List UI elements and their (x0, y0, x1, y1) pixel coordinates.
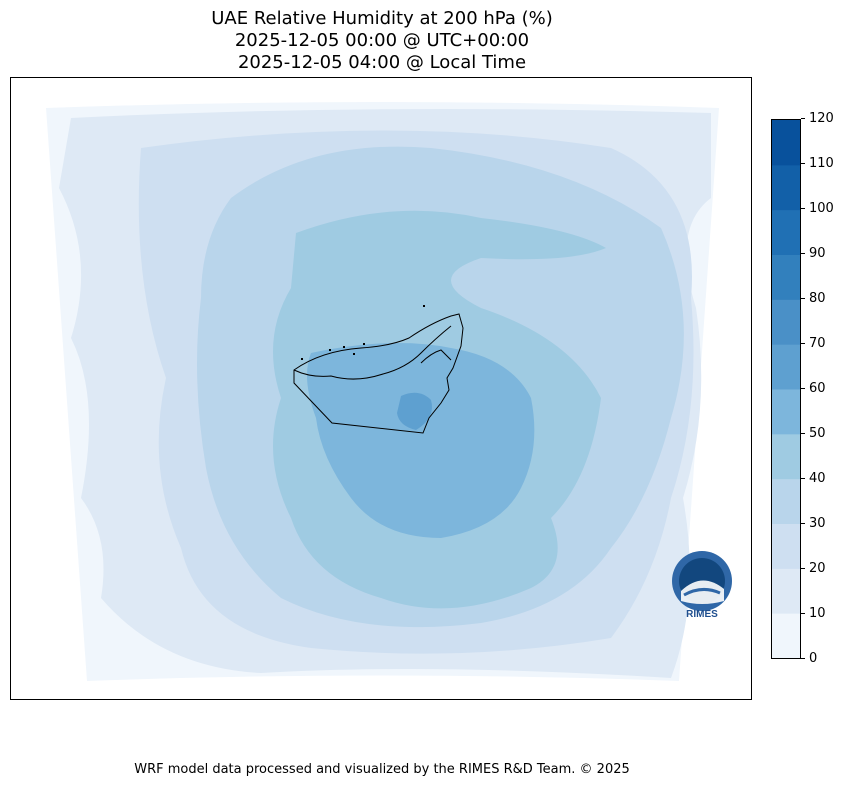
colorbar-tick-mark (801, 253, 805, 254)
colorbar-segment (772, 344, 800, 390)
colorbar-segment (772, 254, 800, 300)
colorbar-tick-mark (801, 298, 805, 299)
colorbar-segment (772, 299, 800, 345)
colorbar-segment (772, 568, 800, 614)
map-title: UAE Relative Humidity at 200 hPa (%) (211, 8, 553, 29)
rh-band-50-60 (307, 343, 535, 538)
colorbar-tick-mark (801, 658, 805, 659)
colorbar-tick-label: 110 (809, 156, 834, 171)
colorbar-tick: 80 (801, 292, 841, 306)
colorbar-tick: 100 (801, 202, 841, 216)
colorbar-segment (772, 120, 800, 166)
colorbar-tick-label: 120 (809, 111, 834, 126)
local-time-subtitle: 2025-12-05 04:00 @ Local Time (237, 52, 527, 73)
colorbar-tick-label: 100 (809, 201, 834, 216)
colorbar-segment (772, 389, 800, 435)
colorbar-tick-label: 20 (809, 561, 826, 576)
colorbar-tick: 70 (801, 337, 841, 351)
colorbar-tick-label: 30 (809, 516, 826, 531)
colorbar-tick: 20 (801, 562, 841, 576)
colorbar-tick-mark (801, 163, 805, 164)
colorbar-tick: 90 (801, 247, 841, 261)
colorbar-tick-label: 0 (809, 651, 818, 666)
rimes-logo-text: RIMES (686, 609, 718, 620)
colorbar-tick-label: 40 (809, 471, 826, 486)
utc-time-subtitle: 2025-12-05 00:00 @ UTC+00:00 (234, 30, 530, 51)
colorbar-gradient (772, 120, 800, 658)
colorbar-tick: 10 (801, 607, 841, 621)
coastline (293, 325, 452, 380)
colorbar-tick-mark (801, 343, 805, 344)
colorbar-tick: 0 (801, 652, 841, 666)
colorbar-tick-mark (801, 478, 805, 479)
colorbar-segment (772, 478, 800, 524)
colorbar-tick-label: 70 (809, 336, 826, 351)
colorbar-tick-mark (801, 433, 805, 434)
colorbar-tick-label: 50 (809, 426, 826, 441)
colorbar-tick-label: 90 (809, 246, 826, 261)
emirates-border (420, 349, 452, 364)
humidity-map (46, 102, 719, 681)
map-panel (10, 77, 752, 700)
colorbar-tick: 30 (801, 517, 841, 531)
rh-band-60-70 (397, 392, 432, 430)
colorbar-segment (772, 433, 800, 480)
colorbar-segment (772, 523, 800, 569)
colorbar-tick: 40 (801, 472, 841, 486)
colorbar-tick-mark (801, 208, 805, 209)
colorbar-tick: 120 (801, 112, 841, 126)
colorbar (771, 119, 801, 659)
colorbar-tick: 60 (801, 382, 841, 396)
country-border (293, 313, 464, 434)
colorbar-tick-label: 60 (809, 381, 826, 396)
colorbar-tick-mark (801, 388, 805, 389)
colorbar-tick-mark (801, 613, 805, 614)
colorbar-segment (772, 613, 800, 658)
colorbar-tick: 110 (801, 157, 841, 171)
colorbar-tick-label: 10 (809, 606, 826, 621)
colorbar-tick-mark (801, 523, 805, 524)
colorbar-tick: 50 (801, 427, 841, 441)
colorbar-segment (772, 164, 800, 211)
rimes-logo: RIMES (664, 545, 740, 621)
attribution-footer: WRF model data processed and visualized … (134, 762, 630, 777)
colorbar-tick-mark (801, 568, 805, 569)
colorbar-segment (772, 209, 800, 255)
colorbar-tick-label: 80 (809, 291, 826, 306)
colorbar-tick-mark (801, 118, 805, 119)
